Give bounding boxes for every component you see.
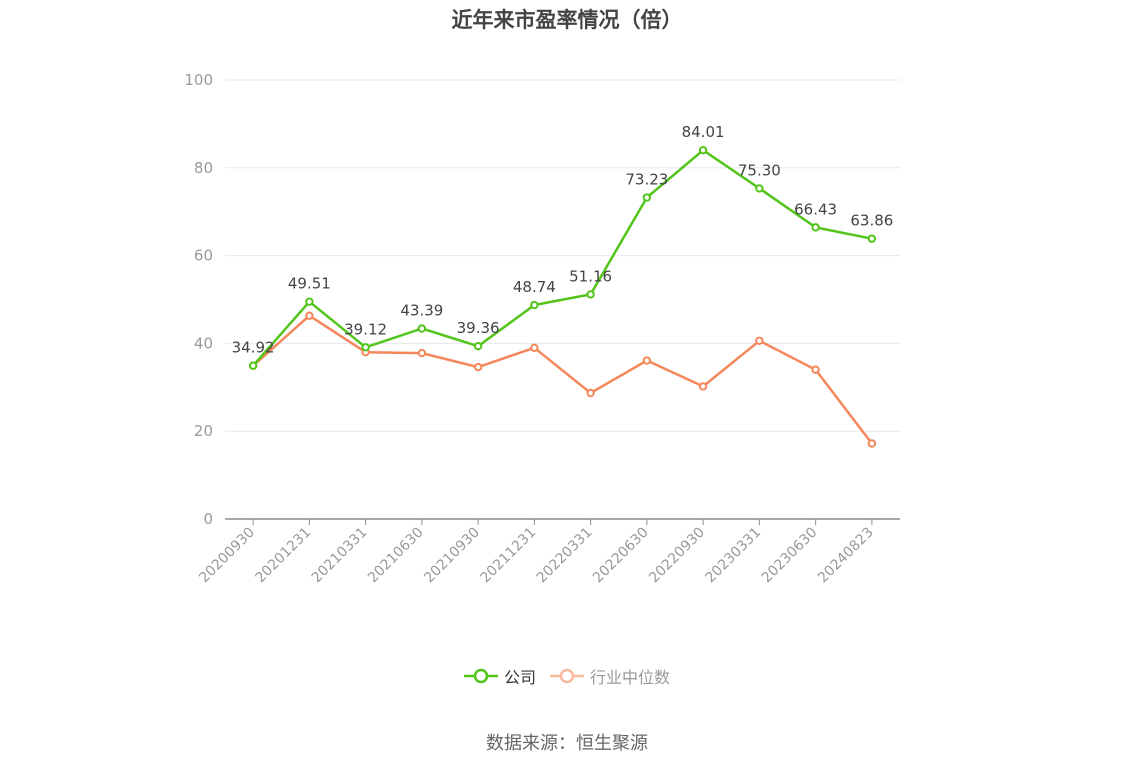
company-point-20230331 (755, 184, 764, 193)
industry-median-point-20240823 (867, 439, 877, 448)
industry-median-point-20220930 (698, 382, 708, 391)
x-tick-label-20200930: 20200930 (196, 525, 258, 587)
y-tick-label-60: 60 (194, 247, 213, 265)
x-tick-label-20230630: 20230630 (759, 525, 821, 587)
company-data-label-20200930: 34.92 (232, 339, 275, 357)
industry-median-point-20210630 (417, 348, 427, 358)
y-tick-label-100: 100 (184, 71, 213, 89)
industry-median-point-20220630 (642, 356, 652, 365)
company-point-20210331 (361, 343, 370, 352)
source-note: 数据来源：恒生聚源 (486, 733, 648, 754)
legend: 公司 行业中位数 (0, 664, 1134, 688)
series-line-industry-median (252, 314, 873, 445)
company-data-label-20220930: 84.01 (682, 123, 725, 141)
x-tick-label-20201231: 20201231 (252, 525, 314, 587)
company-point-20220630 (642, 193, 652, 202)
company-point-20201231 (305, 297, 314, 306)
legend-label-industry-median: 行业中位数 (590, 668, 671, 687)
legend-label-company: 公司 (503, 668, 536, 687)
company-data-label-20201231: 49.51 (288, 275, 331, 293)
company-data-label-20210331: 39.12 (344, 320, 387, 338)
company-point-20220331 (586, 290, 595, 299)
company-point-20200930 (248, 361, 258, 370)
company-data-label-20240823: 63.86 (850, 212, 893, 230)
x-tick-label-20211231: 20211231 (477, 525, 539, 587)
series-line-company (252, 148, 873, 367)
y-tick-label-20: 20 (194, 422, 213, 440)
company-point-20210630 (417, 324, 427, 333)
company-point-20240823 (867, 234, 877, 243)
x-tick-label-20240823: 20240823 (815, 525, 877, 587)
company-point-20230630 (811, 223, 820, 232)
company-data-label-20210630: 43.39 (400, 302, 443, 320)
company-point-20210930 (473, 342, 483, 351)
x-tick-label-20210930: 20210930 (421, 525, 483, 587)
chart-title: 近年来市盈率情况（倍） (451, 8, 683, 32)
legend-marker-industry-median (550, 668, 584, 684)
x-tick-label-20220630: 20220630 (590, 525, 652, 587)
y-tick-label-80: 80 (194, 159, 213, 177)
industry-median-point-20220331 (586, 388, 595, 398)
x-tick-label-20220930: 20220930 (646, 525, 708, 587)
company-point-20211231 (530, 300, 539, 310)
company-data-label-20220331: 51.16 (569, 267, 612, 285)
legend-item-industry-median[interactable]: 行业中位数 (550, 664, 670, 688)
x-tick-label-20220331: 20220331 (534, 525, 596, 587)
y-tick-label-40: 40 (194, 334, 213, 352)
industry-median-point-20230331 (755, 336, 764, 345)
legend-item-company[interactable]: 公司 (463, 664, 536, 688)
industry-median-point-20201231 (305, 311, 314, 320)
company-data-label-20210930: 39.36 (457, 319, 500, 337)
y-tick-label-0: 0 (203, 510, 213, 528)
industry-median-point-20211231 (530, 343, 539, 352)
company-data-label-20230630: 66.43 (794, 200, 837, 218)
x-tick-label-20230331: 20230331 (702, 525, 764, 587)
industry-median-point-20230630 (811, 365, 820, 374)
company-point-20220930 (698, 145, 708, 155)
company-data-label-20211231: 48.74 (513, 278, 556, 296)
company-data-label-20220630: 73.23 (625, 171, 668, 189)
x-tick-label-20210331: 20210331 (309, 525, 371, 587)
x-tick-label-20210630: 20210630 (365, 525, 427, 587)
legend-marker-company (463, 668, 498, 684)
industry-median-point-20210930 (473, 362, 483, 372)
company-data-label-20230331: 75.30 (738, 161, 781, 179)
